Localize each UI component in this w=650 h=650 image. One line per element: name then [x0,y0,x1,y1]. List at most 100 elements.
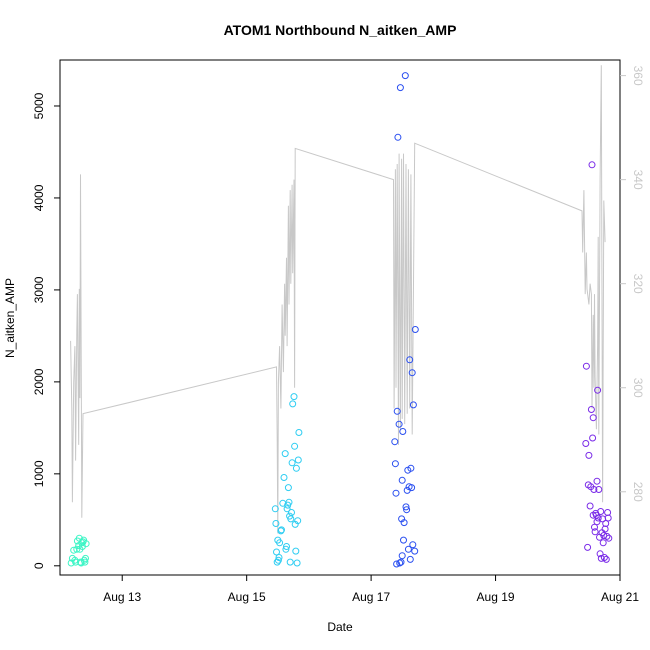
data-point-s1-33 [284,501,292,509]
data-point-s0-19 [82,540,90,548]
y2-tick-label-3: 340 [631,170,645,190]
data-point-s3-8 [588,161,596,169]
data-point-s3-7 [587,406,595,413]
data-point-s2-27 [409,541,417,549]
data-point-s1-29 [293,559,301,567]
data-point-s1-6 [275,554,283,561]
data-point-s3-21 [596,550,604,558]
data-point-s3-34 [604,514,612,522]
data-point-s1-21 [288,509,295,516]
data-point-s1-2 [273,548,280,556]
data-point-s2-17 [403,506,411,514]
data-point-s1-0 [271,505,279,513]
data-point-s3-10 [589,414,597,422]
data-point-s1-24 [290,393,298,401]
data-point-s1-32 [295,429,303,436]
y-axis: 0 1000 2000 3000 4000 5000 [32,92,60,569]
data-point-s0-5 [73,545,81,553]
data-point-s0-17 [81,558,89,566]
data-point-s2-2 [392,489,400,497]
data-point-s3-32 [603,532,611,540]
data-point-s1-15 [283,505,291,513]
data-point-s1-23 [289,400,297,408]
data-point-s3-22 [597,508,605,515]
data-point-s2-15 [401,72,409,80]
data-point-s2-11 [398,552,406,560]
data-point-s2-20 [404,545,412,553]
data-point-s2-7 [396,559,404,567]
data-point-s1-9 [278,526,285,534]
y-tick-label-5: 5000 [32,92,46,119]
data-point-s2-6 [395,420,403,428]
data-point-s2-13 [400,536,407,544]
data-point-s1-31 [294,456,302,464]
y-tick-label-2: 2000 [32,368,46,395]
y2-axis: 280 300 320 340 360 [620,66,645,502]
x-tick-label-4: Aug 21 [601,590,639,604]
data-point-s3-13 [591,528,599,536]
data-point-s2-1 [391,460,399,468]
data-point-s2-0 [391,438,399,446]
y2-tick-label-4: 360 [631,66,645,86]
data-point-s3-16 [593,518,601,526]
y-tick-label-0: 0 [32,562,46,569]
data-point-s3-11 [590,486,598,493]
data-point-s3-26 [599,539,607,547]
x-tick-label-0: Aug 13 [103,590,141,604]
data-point-s3-31 [602,555,610,563]
data-point-s1-1 [272,520,280,527]
data-point-s2-31 [398,476,406,484]
data-point-s1-27 [292,547,300,555]
data-point-s1-22 [288,459,296,467]
data-point-s3-23 [597,554,605,562]
x-axis-label: Date [327,620,353,634]
plot-frame [59,59,621,576]
data-point-s3-5 [586,502,594,510]
data-point-s1-28 [292,464,300,472]
data-point-s1-13 [282,545,290,553]
data-point-s2-8 [396,84,404,92]
data-point-s2-23 [406,555,414,563]
data-point-s1-12 [281,450,289,458]
data-point-s3-35 [605,534,613,542]
data-point-s1-3 [273,558,281,566]
data-point-s1-7 [276,539,284,547]
data-point-s2-5 [394,133,402,141]
data-point-s3-2 [584,543,592,551]
data-point-s3-37 [593,477,601,485]
data-point-s1-30 [294,517,302,525]
data-point-s3-0 [582,440,590,447]
data-point-s1-25 [291,442,299,450]
x-tick-label-1: Aug 15 [228,590,266,604]
x-tick-label-2: Aug 17 [352,590,390,604]
chart-title: ATOM1 Northbound N_aitken_AMP [224,22,457,38]
data-point-s2-24 [407,464,415,472]
data-point-s2-3 [393,560,401,568]
data-point-s0-18 [82,554,89,562]
data-point-s2-12 [399,428,407,435]
data-point-s3-19 [595,486,603,493]
data-point-s2-25 [408,484,416,492]
data-point-s3-17 [594,386,602,394]
data-point-s3-12 [591,523,598,531]
data-point-s2-22 [406,356,414,364]
y-tick-label-4: 4000 [32,184,46,211]
data-point-s2-28 [409,401,417,409]
data-point-s3-9 [589,434,597,442]
data-point-s2-16 [402,503,410,511]
data-point-s3-1 [582,362,590,370]
data-point-s2-26 [408,369,416,377]
y-axis-label: N_aitken_AMP [3,278,17,358]
data-point-s1-11 [280,474,288,481]
data-point-s1-14 [283,543,290,550]
y-tick-label-1: 1000 [32,460,46,487]
y2-tick-label-1: 300 [631,378,645,398]
y-tick-label-3: 3000 [32,276,46,303]
data-point-s2-9 [397,558,405,566]
overlay-series-line [70,65,606,534]
x-axis: Aug 13 Aug 15 Aug 17 Aug 19 Aug 21 [103,575,639,604]
y2-tick-label-2: 320 [631,274,645,294]
data-point-s2-14 [400,519,408,527]
